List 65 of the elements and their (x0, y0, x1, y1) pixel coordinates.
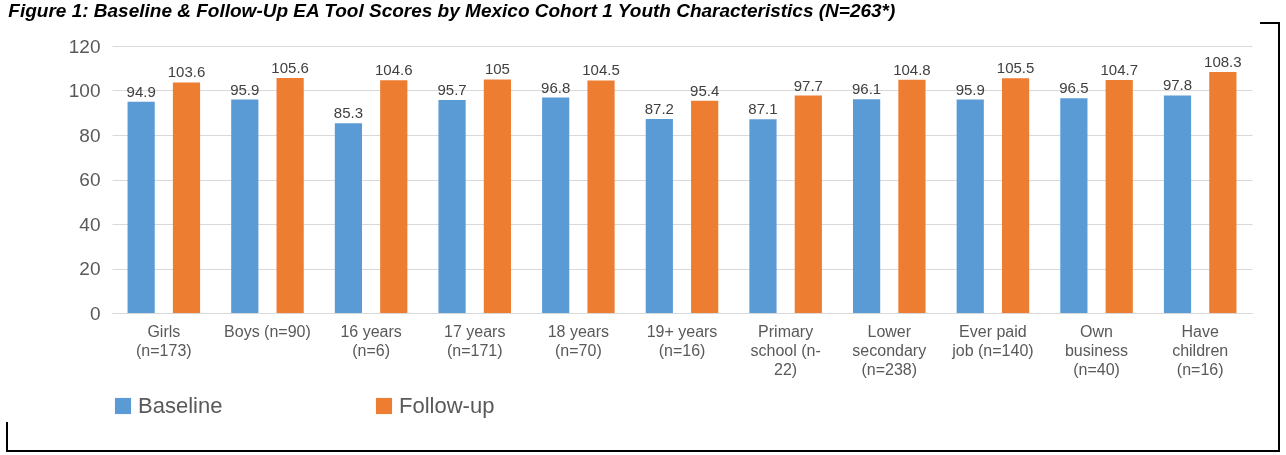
data-label: 104.8 (893, 60, 931, 78)
bar (276, 78, 304, 313)
x-tick-label: 17 years (n=171) (444, 322, 506, 359)
data-label: 103.6 (167, 63, 206, 81)
data-label: 96.8 (541, 78, 571, 96)
x-tick-label: Primary school (n- 22) (750, 322, 821, 378)
bar (1209, 72, 1237, 313)
bar (438, 100, 466, 313)
data-label: 108.3 (1204, 53, 1242, 71)
bar (691, 100, 719, 313)
bar (1060, 98, 1088, 313)
data-label: 97.7 (793, 76, 823, 94)
x-tick-label: 19+ years (n=16) (646, 322, 718, 359)
bar (853, 99, 881, 313)
x-tick-label: Ever paid job (n=140) (951, 322, 1034, 359)
y-tick-label: 40 (79, 213, 101, 235)
bar (898, 79, 926, 313)
bar (749, 119, 777, 313)
data-label: 104.5 (582, 61, 620, 79)
x-tick-label: Girls (n=173) (136, 322, 192, 359)
bar (127, 101, 155, 313)
bar (172, 82, 201, 313)
data-label: 87.2 (644, 99, 674, 117)
bar (380, 80, 408, 313)
data-label: 96.1 (852, 80, 882, 98)
bar (645, 118, 673, 313)
data-label: 95.9 (230, 80, 260, 98)
x-tick-label: Own business (n=40) (1064, 322, 1129, 378)
data-label: 105 (484, 60, 510, 78)
data-label: 96.5 (1059, 79, 1089, 97)
y-tick-label: 60 (79, 169, 101, 190)
y-tick-label: 0 (89, 302, 101, 324)
bar (483, 79, 511, 313)
data-label: 87.1 (748, 100, 778, 118)
data-label: 97.8 (1162, 76, 1193, 94)
x-tick-label: Lower secondary (n=238) (852, 322, 927, 378)
y-tick-label: 100 (68, 80, 101, 101)
legend-label: Baseline (138, 393, 223, 418)
bar (794, 95, 822, 313)
chart-title: Figure 1: Baseline & Follow-Up EA Tool Scores by Mexico Cohort 1 Youth Characteristics (N=263*) (8, 0, 896, 21)
legend-label: Follow-up (399, 393, 495, 418)
data-label: 104.7 (1100, 61, 1138, 79)
bar (1105, 80, 1133, 313)
bar (1001, 78, 1030, 313)
y-tick-label: 80 (79, 124, 101, 146)
data-label: 95.7 (437, 81, 467, 99)
y-tick-label: 120 (68, 35, 101, 57)
x-tick-label: Boys (n=90) (224, 322, 311, 340)
data-label: 104.6 (374, 61, 413, 79)
x-tick-label: 16 years (n=6) (340, 322, 402, 359)
bar (956, 99, 984, 313)
data-label: 105.5 (996, 59, 1035, 77)
x-tick-label: Have children (n=16) (1172, 322, 1229, 378)
data-label: 105.6 (271, 59, 309, 77)
bar (334, 123, 363, 313)
x-tick-label: 18 years (n=70) (547, 322, 610, 359)
data-label: 85.3 (333, 104, 364, 122)
data-label: 94.9 (126, 82, 156, 100)
bar (231, 99, 259, 313)
bar (587, 80, 615, 313)
y-tick-label: 20 (79, 258, 101, 279)
bar (542, 97, 570, 313)
bar (1163, 95, 1192, 313)
data-label: 95.4 (690, 81, 720, 99)
data-label: 95.9 (955, 80, 985, 98)
